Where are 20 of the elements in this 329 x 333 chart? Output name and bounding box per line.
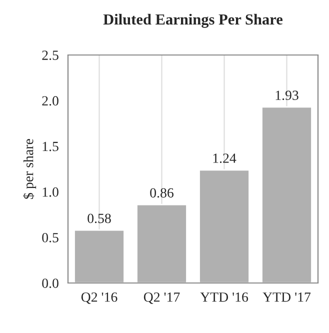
data-label: 0.58 [88,214,111,224]
x-tick-label: YTD '17 [262,292,311,302]
y-tick-label: 1.0 [42,187,58,197]
data-label: 0.86 [150,188,174,198]
chart-title: Diluted Earnings Per Share [103,14,283,28]
y-tick-label: 0.0 [42,278,58,288]
x-tick-label: YTD '16 [200,292,248,302]
y-tick-label: 1.5 [42,142,58,152]
bar [136,204,188,283]
bar [261,106,312,283]
x-tick-label: Q2 '17 [144,292,180,304]
bar [74,229,125,283]
y-tick-label: 0.5 [42,232,58,242]
bar [198,169,250,283]
data-label: 1.24 [213,154,236,163]
x-tick-label: Q2 '16 [81,292,118,304]
y-axis-title: $ per share [23,139,36,199]
data-label: 1.93 [276,90,298,100]
y-tick-label: 2.0 [42,96,58,106]
y-tick-label: 2.5 [42,50,58,60]
